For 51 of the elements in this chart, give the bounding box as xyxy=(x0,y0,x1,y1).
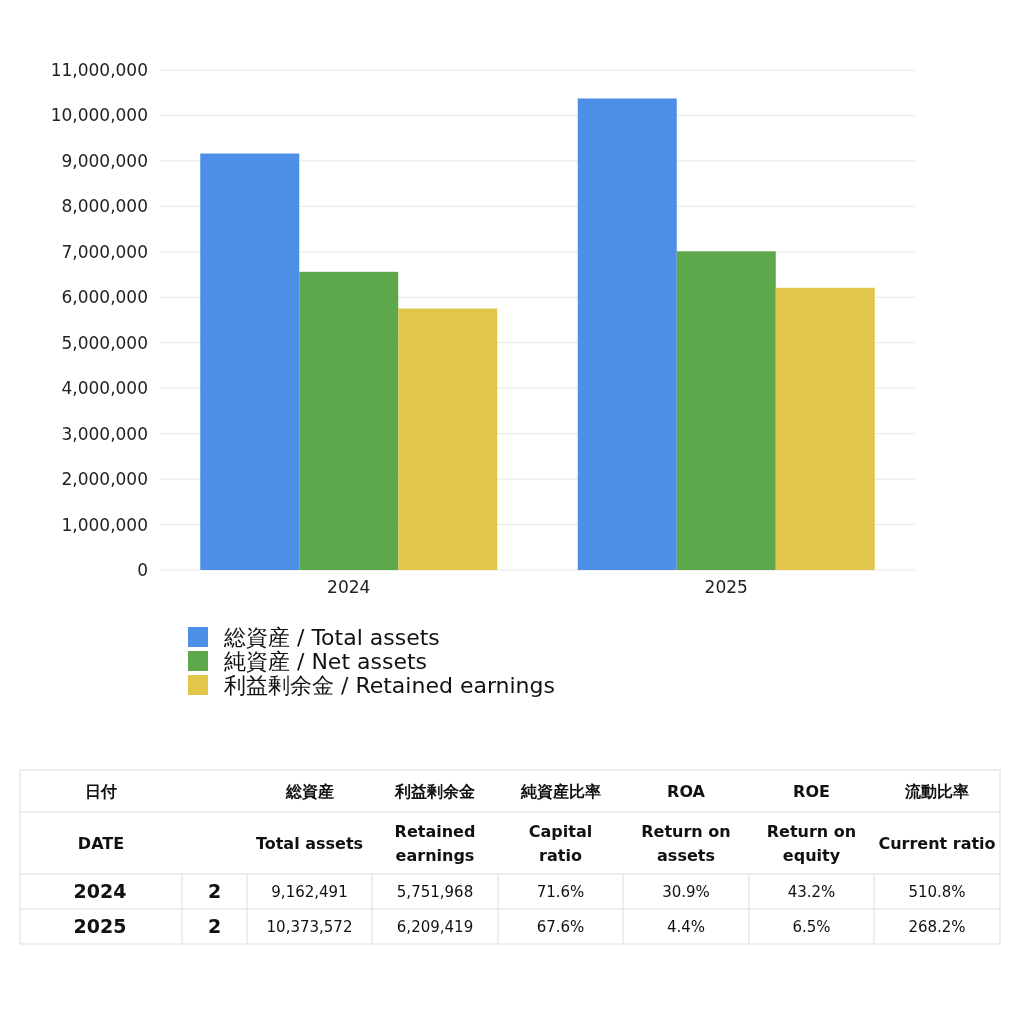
legend-label: 純資産 / Net assets xyxy=(224,649,428,674)
text: 2024 xyxy=(73,880,127,903)
text: 71.6% xyxy=(536,882,585,901)
y-tick-label: 6,000,000 xyxy=(61,287,148,308)
text: 510.8% xyxy=(908,882,966,901)
bar xyxy=(398,308,498,570)
text: ROA xyxy=(667,781,706,801)
text: 43.2% xyxy=(787,882,836,901)
y-tick-label: 3,000,000 xyxy=(61,423,148,444)
y-tick-label: 11,000,000 xyxy=(50,60,148,80)
y-tick-label: 4,000,000 xyxy=(61,378,148,399)
text: 総資産 xyxy=(284,781,334,801)
text: 流動比率 xyxy=(904,781,969,801)
text: 2 xyxy=(207,880,222,903)
bar xyxy=(577,98,677,570)
text: 6.5% xyxy=(792,917,831,936)
text: 利益剰余金 xyxy=(394,781,475,801)
y-tick-label: 8,000,000 xyxy=(61,196,148,217)
legend-label: 総資産 / Total assets xyxy=(223,625,440,650)
text: ROE xyxy=(793,781,830,801)
text: 2025 xyxy=(73,915,127,938)
text: Current ratio xyxy=(878,833,996,853)
y-tick-label: 2,000,000 xyxy=(61,469,148,490)
text: 純資産比率 xyxy=(519,781,601,801)
bar xyxy=(775,287,875,570)
text: Total assets xyxy=(255,833,364,853)
text: Return on equity xyxy=(766,822,857,865)
text: 9,162,491 xyxy=(271,882,348,901)
text: Capital ratio xyxy=(528,822,593,865)
text: 4.4% xyxy=(666,917,706,936)
text: 日付 xyxy=(85,781,117,801)
text: 5,751,968 xyxy=(396,882,474,901)
text: Return on assets xyxy=(641,822,731,865)
text: 2 xyxy=(207,915,222,938)
y-tick-label: 1,000,000 xyxy=(61,514,148,535)
text: Retained earnings xyxy=(394,822,476,865)
bar xyxy=(299,271,399,570)
legend-label: 利益剰余金 / Retained earnings xyxy=(224,673,555,698)
y-tick-label: 5,000,000 xyxy=(61,332,148,353)
y-tick-label: 9,000,000 xyxy=(61,150,148,171)
y-tick-label: 0 xyxy=(137,560,148,580)
bar xyxy=(200,153,300,570)
text: 6,209,419 xyxy=(396,917,474,936)
bar xyxy=(676,251,776,570)
text: 268.2% xyxy=(908,917,966,936)
text: DATE xyxy=(77,833,125,853)
y-tick-label: 10,000,000 xyxy=(50,105,148,126)
text: 67.6% xyxy=(536,917,585,936)
y-tick-label: 7,000,000 xyxy=(61,241,148,262)
text: 10,373,572 xyxy=(266,917,353,936)
text: 30.9% xyxy=(662,882,710,901)
